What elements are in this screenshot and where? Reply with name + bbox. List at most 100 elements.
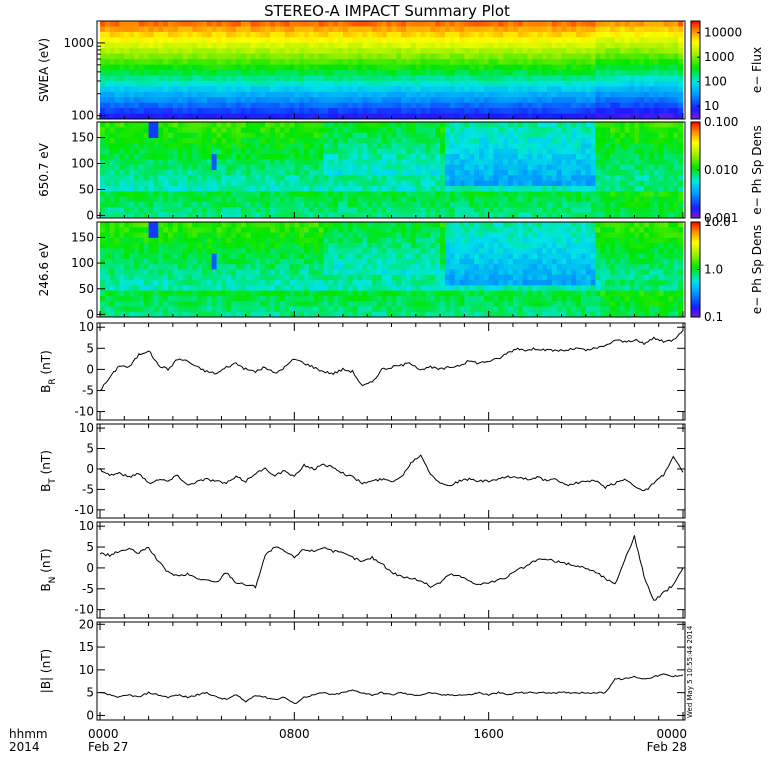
spectrogram-cell (289, 175, 295, 182)
spectrogram-cell (119, 42, 125, 49)
spectrogram-cell (255, 253, 261, 260)
spectrogram-cell (216, 207, 222, 214)
spectrogram-cell (168, 285, 174, 292)
spectrogram-cell (614, 180, 621, 187)
spectrogram-cell (644, 132, 650, 139)
spectrogram-cell (255, 86, 261, 93)
spectrogram-cell (163, 222, 169, 228)
spectrogram-cell (580, 26, 587, 33)
spectrogram-cell (440, 212, 446, 219)
spectrogram-cell (202, 97, 208, 104)
spectrogram-cell (391, 170, 397, 176)
spectrogram-cell (537, 202, 543, 208)
spectrogram-cell (362, 97, 368, 104)
spectrogram-cell (614, 127, 621, 134)
spectrogram-cell (454, 64, 460, 71)
spectrogram-cell (556, 202, 562, 208)
spectrogram-cell (216, 248, 222, 255)
spectrogram-cell (464, 70, 470, 76)
spectrogram-cell (440, 122, 446, 128)
spectrogram-cell (211, 207, 217, 214)
spectrogram-cell (483, 212, 490, 219)
spectrogram-cell (177, 64, 183, 71)
spectrogram-cell (211, 21, 217, 27)
spectrogram-cell (357, 42, 363, 49)
spectrogram-cell (546, 53, 553, 60)
spectrogram-cell (338, 191, 344, 198)
spectrogram-cell (323, 26, 329, 33)
spectrogram-cell (512, 108, 519, 114)
spectrogram-cell (522, 102, 528, 109)
spectrogram-cell (571, 170, 577, 176)
spectrogram-cell (250, 102, 256, 109)
spectrogram-cell (143, 175, 149, 182)
spectrogram-cell (503, 80, 509, 87)
spectrogram-cell (129, 97, 135, 104)
spectrogram-cell (114, 113, 120, 120)
spectrogram-cell (508, 212, 514, 219)
spectrogram-cell (585, 91, 592, 98)
spectrogram-cell (138, 207, 145, 214)
spectrogram-cell (430, 154, 436, 160)
spectrogram-cell (187, 175, 193, 182)
spectrogram-cell (318, 191, 324, 198)
spectrogram-cell (158, 42, 164, 49)
spectrogram-cell (585, 164, 592, 171)
spectrogram-cell (153, 164, 159, 171)
spectrogram-cell (551, 37, 558, 44)
spectrogram-cell (381, 164, 388, 171)
spectrogram-cell (304, 170, 310, 176)
spectrogram-cell (284, 59, 290, 65)
spectrogram-cell (134, 59, 140, 65)
spectrogram-cell (177, 237, 183, 244)
spectrogram-cell (396, 159, 402, 166)
spectrogram-cell (226, 122, 232, 128)
spectrogram-cell (629, 42, 635, 49)
spectrogram-cell (100, 59, 106, 65)
spectrogram-cell (274, 180, 281, 187)
spectrogram-cell (522, 170, 528, 176)
spectrogram-cell (308, 97, 315, 104)
spectrogram-cell (216, 113, 222, 120)
spectrogram-cell (624, 175, 630, 182)
spectrogram-cell (294, 132, 300, 139)
spectrogram-cell (129, 212, 135, 219)
spectrogram-cell (323, 102, 329, 109)
spectrogram-cell (333, 53, 339, 60)
spectrogram-cell (410, 97, 417, 104)
spectrogram-cell (202, 148, 208, 155)
spectrogram-cell (129, 108, 135, 114)
spectrogram-cell (556, 53, 562, 60)
spectrogram-cell (304, 207, 310, 214)
spectrogram-cell (527, 26, 533, 33)
spectrogram-cell (580, 154, 587, 160)
spectrogram-cell (197, 202, 203, 208)
spectrogram-cell (430, 70, 436, 76)
spectrogram-cell (119, 243, 125, 249)
spectrogram-cell (464, 191, 470, 198)
spectrogram-cell (561, 132, 567, 139)
spectrogram-cell (644, 122, 650, 128)
spectrogram-cell (289, 91, 295, 98)
spectrogram-cell (498, 170, 504, 176)
spectrogram-cell (250, 138, 256, 144)
spectrogram-cell (153, 227, 159, 233)
spectrogram-cell (580, 202, 587, 208)
spectrogram-cell (522, 122, 528, 128)
spectrogram-cell (653, 175, 660, 182)
spectrogram-cell (561, 59, 567, 65)
spectrogram-cell (265, 75, 271, 82)
spectrogram-cell (168, 42, 174, 49)
spectrogram-cell (304, 212, 310, 219)
spectrogram-cell (396, 91, 402, 98)
spectrogram-cell (153, 212, 159, 219)
spectrogram-cell (493, 42, 499, 49)
spectrogram-cell (595, 97, 601, 104)
spectrogram-cell (658, 154, 664, 160)
spectrogram-cell (260, 75, 266, 82)
spectrogram-cell (100, 285, 106, 292)
spectrogram-cell (551, 148, 558, 155)
spectrogram-cell (624, 113, 630, 120)
spectrogram-cell (177, 295, 183, 302)
spectrogram-cell (236, 248, 242, 255)
